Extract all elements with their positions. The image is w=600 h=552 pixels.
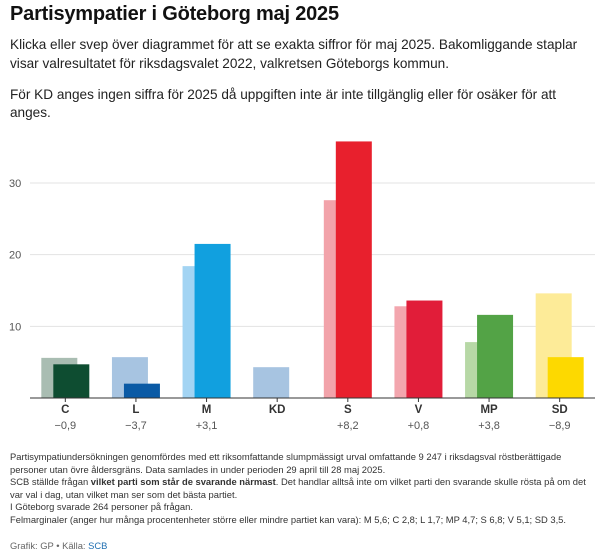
chart-title: Partisympatier i Göteborg maj 2025 — [10, 3, 339, 25]
change-label-s: +8,2 — [337, 420, 359, 432]
category-label-mp: MP — [480, 404, 498, 416]
bar-2025-l[interactable] — [123, 383, 160, 398]
y-tick-label-30: 30 — [9, 178, 21, 190]
category-label-l: L — [132, 404, 139, 416]
category-label-s: S — [344, 404, 352, 416]
source-link[interactable]: SCB — [88, 540, 108, 551]
respondents-text: I Göteborg svarade 264 personer på fråga… — [10, 501, 193, 513]
change-label-m: +3,1 — [196, 420, 218, 432]
category-label-v: V — [415, 404, 423, 416]
bar-2025-sd[interactable] — [547, 357, 584, 398]
bar-2025-c[interactable] — [53, 364, 90, 398]
credit-label: Grafik: GP • Källa: — [10, 540, 89, 551]
category-label-c: C — [61, 404, 69, 416]
change-label-mp: +3,8 — [478, 420, 500, 432]
change-label-v: +0,8 — [408, 420, 430, 432]
credit-line: Grafik: GP • Källa: SCB — [10, 540, 107, 551]
category-label-m: M — [202, 404, 212, 416]
method-text: Partisympatiundersökningen genomfördes m… — [10, 451, 562, 475]
methodology-footer: Partisympatiundersökningen genomfördes m… — [10, 451, 595, 527]
category-label-sd: SD — [552, 404, 568, 416]
bar-2025-s[interactable] — [335, 141, 372, 398]
y-tick-label-20: 20 — [9, 250, 21, 262]
chart-subtitle: Klicka eller svep över diagrammet för at… — [10, 37, 578, 71]
change-label-c: −0,9 — [54, 420, 76, 432]
question-text: SCB ställde frågan vilket parti som står… — [10, 476, 586, 500]
margin-of-error-text: Felmarginaler (anger hur många procenten… — [10, 513, 567, 525]
bar-chart[interactable]: 10 20 30 C −0,9 L −3,7 M +3,1 KD S +8,2 V +0,8 MP +3,8 S… — [0, 116, 600, 446]
bar-2022-kd[interactable] — [253, 367, 290, 398]
change-label-sd: −8,9 — [549, 420, 571, 432]
kd-note: För KD anges ingen siffra för 2025 då up… — [10, 87, 557, 120]
y-tick-label-10: 10 — [9, 321, 21, 333]
bar-2025-m[interactable] — [194, 243, 231, 398]
change-label-l: −3,7 — [125, 420, 147, 432]
bar-2025-mp[interactable] — [477, 314, 514, 398]
category-label-kd: KD — [269, 404, 286, 416]
bar-2025-v[interactable] — [406, 300, 443, 398]
